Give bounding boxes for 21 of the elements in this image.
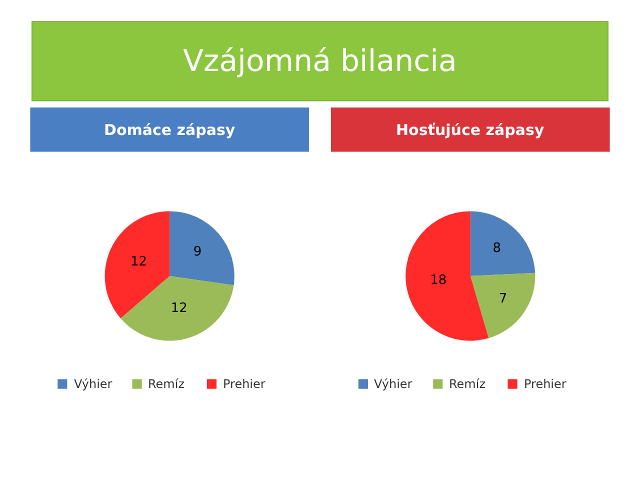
pie-slice xyxy=(170,211,234,286)
data-label: 18 xyxy=(430,273,447,288)
chart-title: Hosťujúce zápasy xyxy=(396,121,544,139)
data-label: 12 xyxy=(130,254,148,270)
legend-label: Remíz xyxy=(449,377,486,391)
pie-slice xyxy=(104,211,170,318)
legend-label: Výhier xyxy=(374,377,412,391)
legend-label: Výhier xyxy=(74,377,112,391)
chart-title: Domáce zápasy xyxy=(104,121,236,139)
data-label: 7 xyxy=(498,292,508,307)
legend-label: Prehier xyxy=(223,377,266,391)
data-label: 9 xyxy=(193,244,202,260)
data-label: 8 xyxy=(492,240,501,256)
pie-slice xyxy=(406,211,489,341)
legend-label: Remíz xyxy=(148,377,185,391)
pie-slice xyxy=(120,276,234,341)
pie-slice xyxy=(470,211,536,276)
pie-slice xyxy=(470,272,536,338)
text: Vzájomná bilancia xyxy=(183,44,457,79)
data-label: 12 xyxy=(170,301,188,316)
legend-label: Prehier xyxy=(524,377,566,391)
